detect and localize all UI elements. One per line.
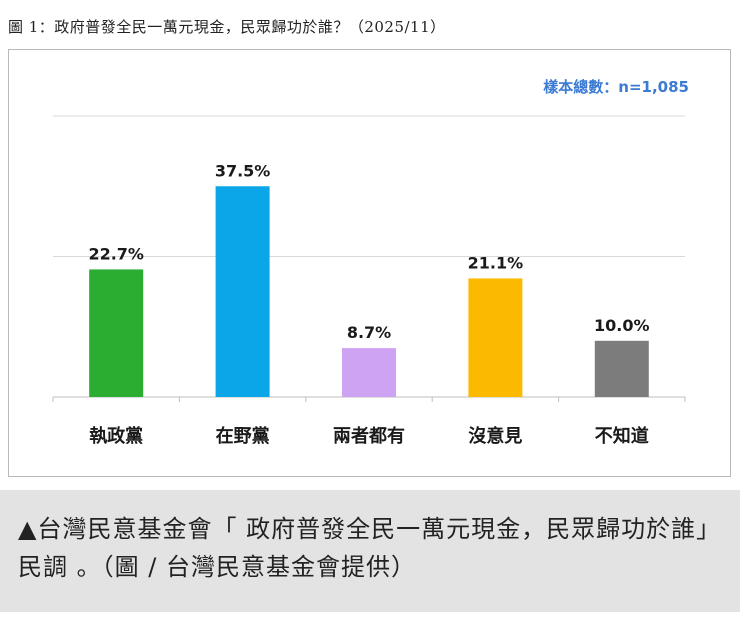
category-label-0: 執政黨: [89, 425, 143, 447]
photo-caption-box: ▲台灣民意基金會「 政府普發全民一萬元現金，民眾歸功於誰」民調 。（圖 / 台灣…: [0, 490, 740, 612]
figure-title: 圖 1：政府普發全民一萬元現金，民眾歸功於誰？（2025/11）: [8, 18, 446, 36]
sample-size-label: 樣本總數：n=1,085: [543, 78, 689, 96]
category-label-1: 在野黨: [216, 425, 270, 447]
bar-0: [89, 269, 144, 397]
value-label-2: 8.7%: [347, 323, 391, 342]
bar-2: [342, 348, 396, 397]
value-label-3: 21.1%: [468, 253, 524, 272]
value-label-4: 10.0%: [594, 316, 650, 335]
value-label-1: 37.5%: [215, 161, 271, 180]
bar-1: [215, 186, 270, 397]
category-label-4: 不知道: [595, 425, 649, 447]
category-labels: 執政黨 在野黨 兩者都有 沒意見 不知道: [89, 425, 649, 447]
photo-caption: ▲台灣民意基金會「 政府普發全民一萬元現金，民眾歸功於誰」民調 。（圖 / 台灣…: [18, 515, 710, 581]
bar-4: [594, 340, 649, 397]
value-label-0: 22.7%: [88, 244, 144, 263]
bar-chart: 22.7% 37.5% 8.7% 21.1% 10.0% 執政黨 在野黨 兩者都有 沒意見 不知…: [52, 78, 689, 447]
category-label-2: 兩者都有: [333, 425, 405, 447]
category-label-3: 沒意見: [468, 425, 522, 447]
chart-frame: 22.7% 37.5% 8.7% 21.1% 10.0% 執政黨 在野黨 兩者都有 沒意見 不知…: [8, 49, 731, 477]
bars: [89, 186, 649, 397]
bar-3: [468, 278, 523, 397]
value-labels: 22.7% 37.5% 8.7% 21.1% 10.0%: [88, 161, 649, 342]
